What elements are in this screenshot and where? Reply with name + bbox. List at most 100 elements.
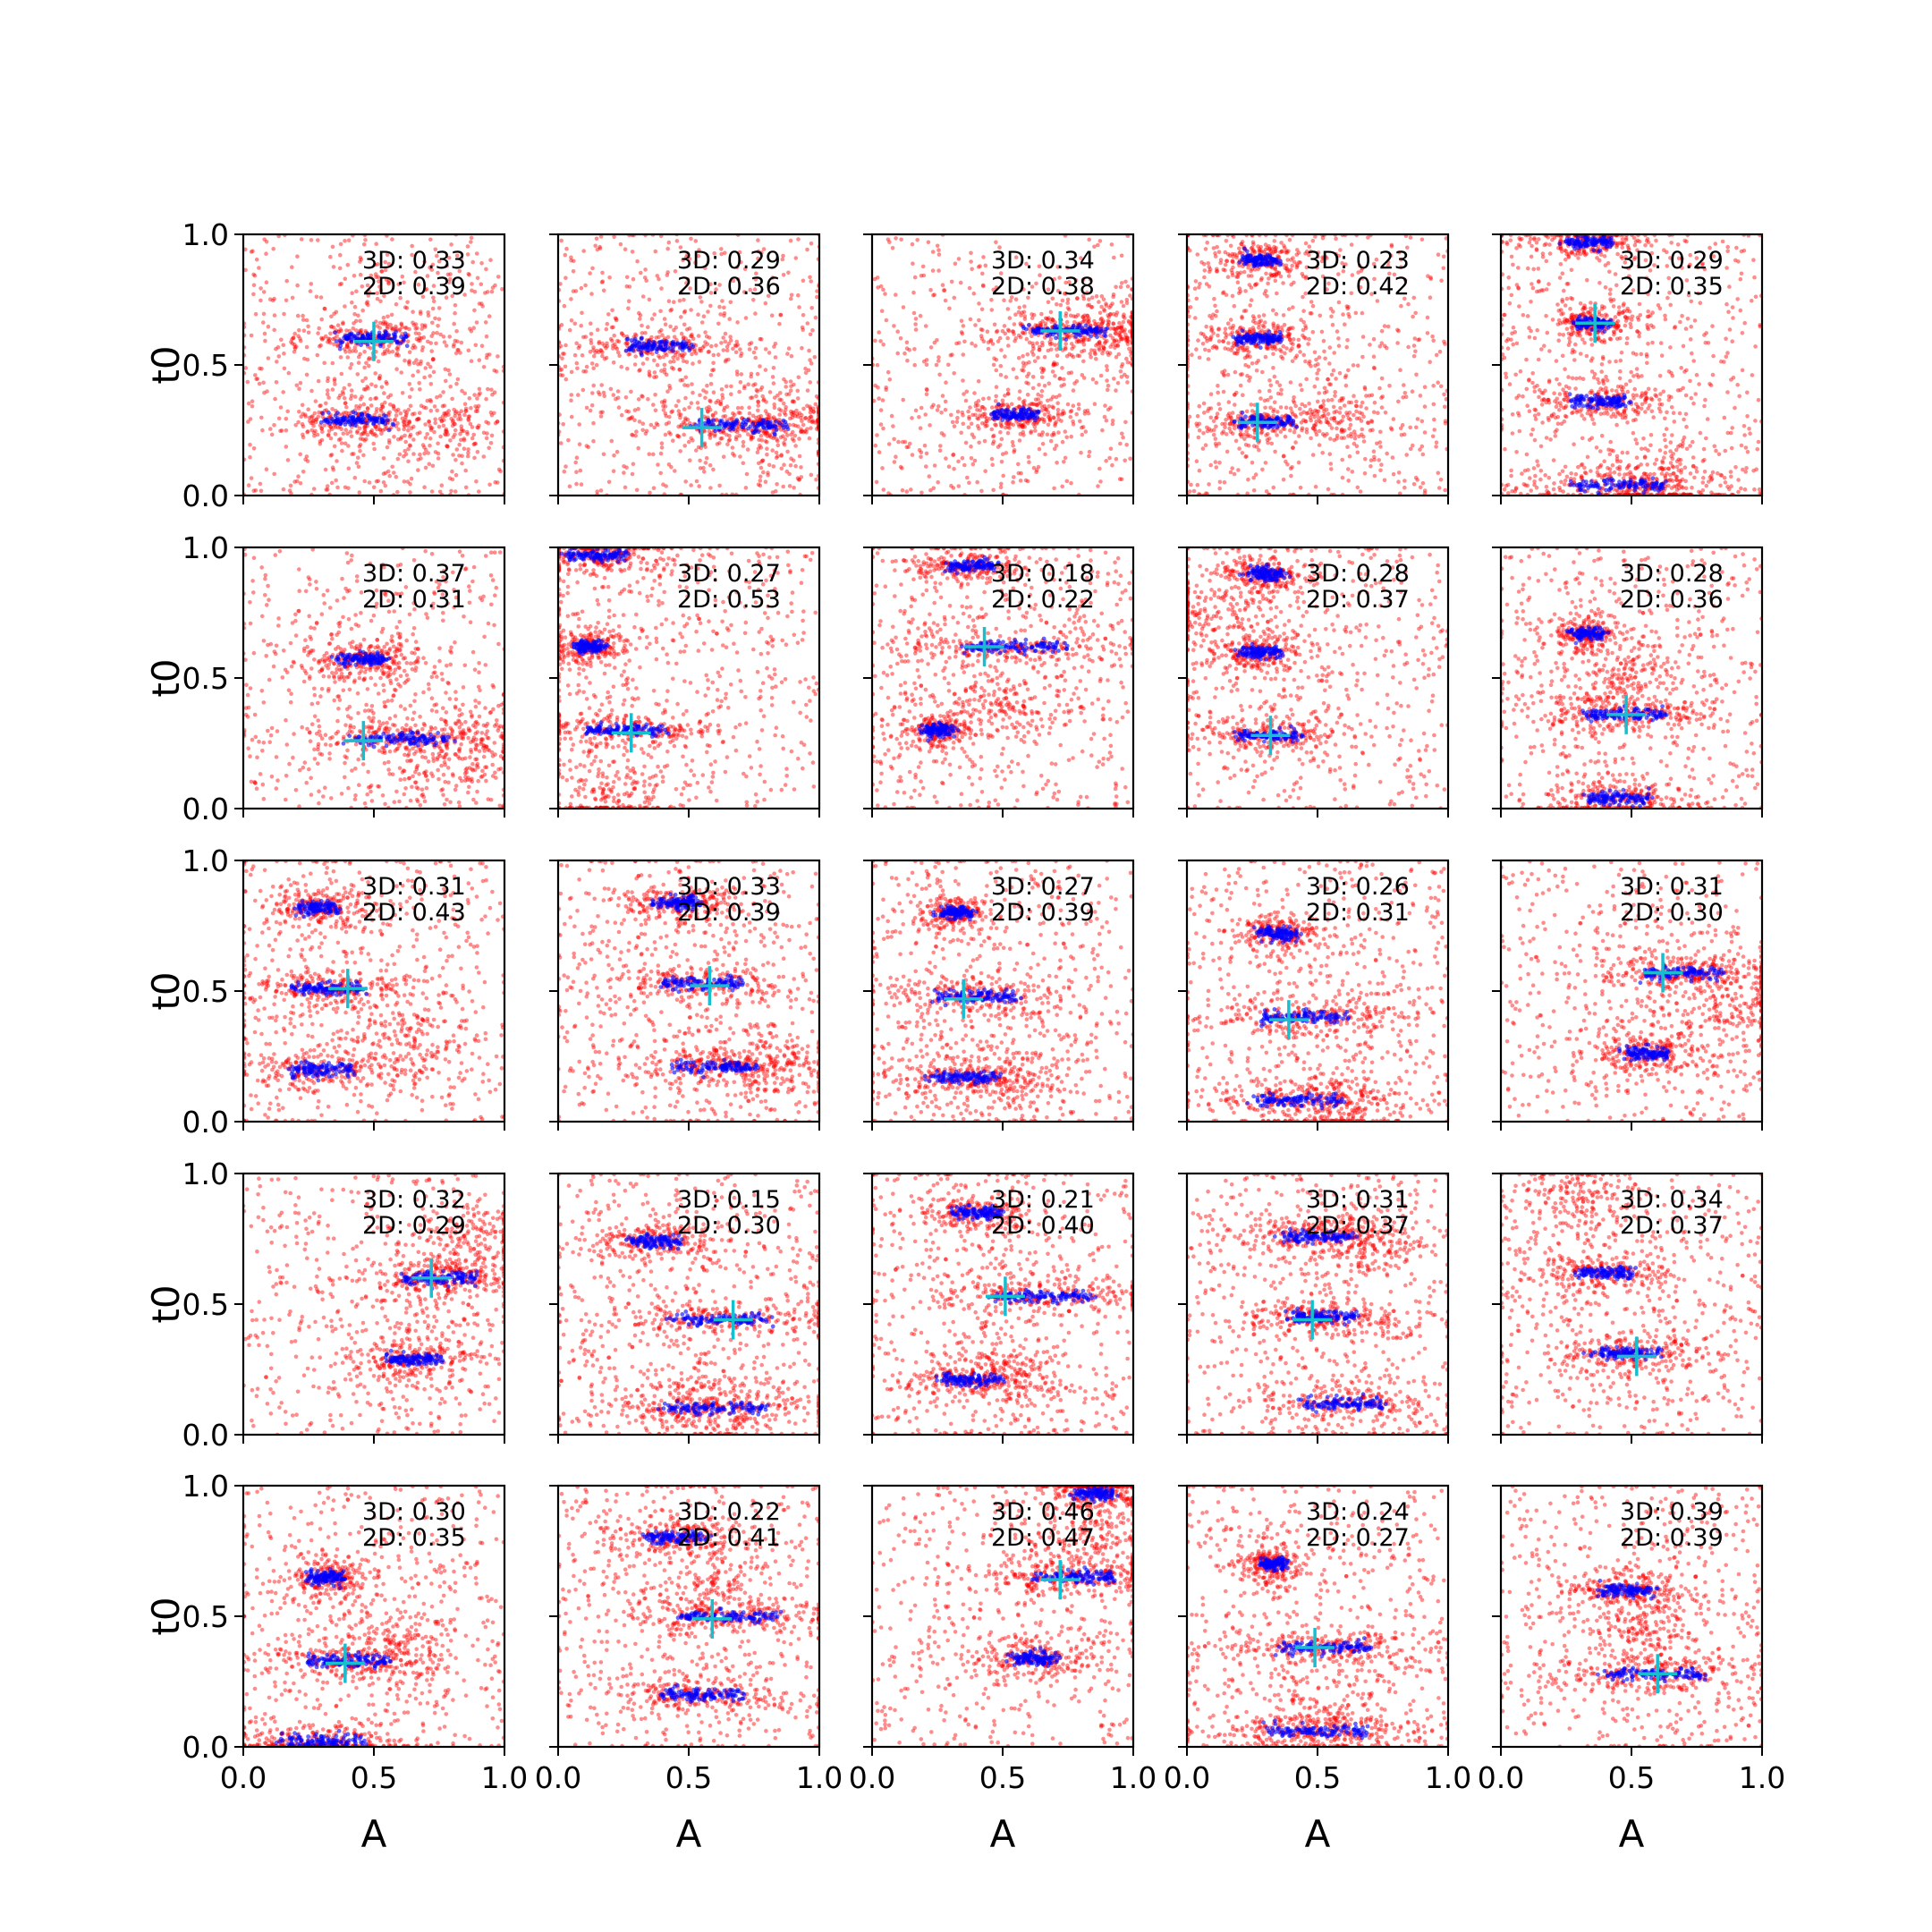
posterior-point bbox=[390, 237, 394, 242]
posterior-point bbox=[747, 405, 751, 411]
posterior-point bbox=[1254, 360, 1259, 366]
posterior-point bbox=[931, 402, 936, 408]
posterior-point bbox=[1224, 335, 1228, 340]
posterior-point bbox=[1102, 414, 1107, 419]
posterior-point bbox=[800, 428, 805, 434]
bulk-point bbox=[386, 428, 392, 433]
posterior-point bbox=[990, 462, 995, 467]
posterior-point bbox=[1249, 285, 1254, 290]
posterior-point bbox=[1087, 449, 1092, 454]
posterior-point bbox=[1065, 402, 1071, 407]
posterior-point bbox=[346, 466, 352, 470]
posterior-point bbox=[1235, 349, 1241, 354]
posterior-point bbox=[723, 331, 728, 336]
posterior-point bbox=[913, 322, 918, 326]
posterior-point bbox=[1096, 242, 1100, 248]
posterior-point bbox=[386, 411, 391, 416]
posterior-point bbox=[651, 402, 656, 407]
posterior-point bbox=[1223, 326, 1228, 332]
posterior-point bbox=[1243, 454, 1248, 459]
posterior-point bbox=[973, 412, 978, 418]
posterior-point bbox=[1231, 234, 1236, 239]
posterior-point bbox=[411, 437, 416, 442]
posterior-point bbox=[1215, 269, 1219, 274]
posterior-point bbox=[1004, 421, 1010, 427]
posterior-point bbox=[683, 395, 688, 401]
posterior-point bbox=[894, 454, 898, 459]
posterior-point bbox=[1062, 411, 1067, 416]
posterior-point bbox=[1350, 273, 1355, 277]
posterior-point bbox=[722, 305, 726, 310]
posterior-point bbox=[685, 252, 690, 258]
posterior-point bbox=[886, 237, 891, 242]
posterior-point bbox=[294, 344, 299, 349]
posterior-point bbox=[479, 343, 485, 349]
posterior-point bbox=[1194, 296, 1199, 301]
posterior-point bbox=[985, 423, 989, 428]
posterior-point bbox=[702, 343, 707, 349]
posterior-point bbox=[1042, 384, 1047, 388]
bulk-point bbox=[352, 420, 357, 425]
posterior-point bbox=[613, 342, 617, 347]
posterior-point bbox=[782, 442, 787, 447]
posterior-point bbox=[1049, 317, 1055, 322]
posterior-point bbox=[1047, 418, 1053, 423]
posterior-point bbox=[276, 354, 282, 359]
posterior-point bbox=[1320, 255, 1325, 260]
posterior-point bbox=[760, 458, 766, 463]
posterior-point bbox=[365, 406, 370, 411]
posterior-point bbox=[477, 358, 482, 363]
posterior-point bbox=[1009, 402, 1014, 407]
posterior-point bbox=[1295, 248, 1300, 252]
posterior-point bbox=[1231, 254, 1235, 259]
posterior-point bbox=[664, 421, 669, 427]
posterior-point bbox=[416, 417, 421, 421]
posterior-point bbox=[361, 453, 366, 458]
posterior-point bbox=[274, 346, 278, 352]
posterior-point bbox=[741, 444, 746, 448]
posterior-point bbox=[352, 311, 357, 317]
posterior-point bbox=[1069, 409, 1074, 413]
posterior-point bbox=[331, 265, 336, 269]
posterior-point bbox=[983, 421, 987, 427]
posterior-point bbox=[1010, 329, 1015, 334]
posterior-point bbox=[1094, 293, 1099, 299]
posterior-point bbox=[1188, 305, 1193, 309]
posterior-point bbox=[1029, 402, 1034, 406]
posterior-point bbox=[295, 313, 301, 318]
posterior-point bbox=[451, 344, 456, 349]
posterior-point bbox=[949, 483, 953, 488]
posterior-point bbox=[972, 458, 978, 463]
scatter-points bbox=[872, 234, 1133, 496]
posterior-point bbox=[447, 476, 453, 480]
bulk-point bbox=[374, 417, 379, 421]
posterior-point bbox=[756, 399, 760, 404]
posterior-point bbox=[360, 308, 366, 313]
posterior-point bbox=[416, 457, 421, 462]
posterior-point bbox=[935, 338, 939, 343]
posterior-point bbox=[873, 383, 877, 388]
posterior-point bbox=[743, 316, 749, 320]
posterior-point bbox=[1055, 461, 1059, 465]
posterior-point bbox=[1240, 451, 1245, 455]
posterior-point bbox=[392, 435, 396, 439]
posterior-point bbox=[1441, 254, 1446, 259]
posterior-point bbox=[977, 301, 981, 306]
posterior-point bbox=[1011, 329, 1016, 335]
posterior-point bbox=[466, 447, 470, 452]
posterior-point bbox=[632, 362, 638, 367]
posterior-point bbox=[371, 485, 377, 490]
posterior-point bbox=[599, 348, 604, 353]
posterior-point bbox=[755, 450, 760, 455]
posterior-point bbox=[800, 325, 805, 330]
posterior-point bbox=[1013, 339, 1017, 343]
posterior-point bbox=[717, 483, 722, 488]
posterior-point bbox=[574, 481, 579, 487]
posterior-point bbox=[1208, 392, 1214, 397]
posterior-point bbox=[1286, 326, 1292, 331]
posterior-point bbox=[763, 479, 768, 484]
posterior-point bbox=[724, 404, 730, 409]
posterior-point bbox=[341, 320, 345, 326]
posterior-point bbox=[330, 387, 335, 392]
posterior-point bbox=[1119, 325, 1123, 330]
